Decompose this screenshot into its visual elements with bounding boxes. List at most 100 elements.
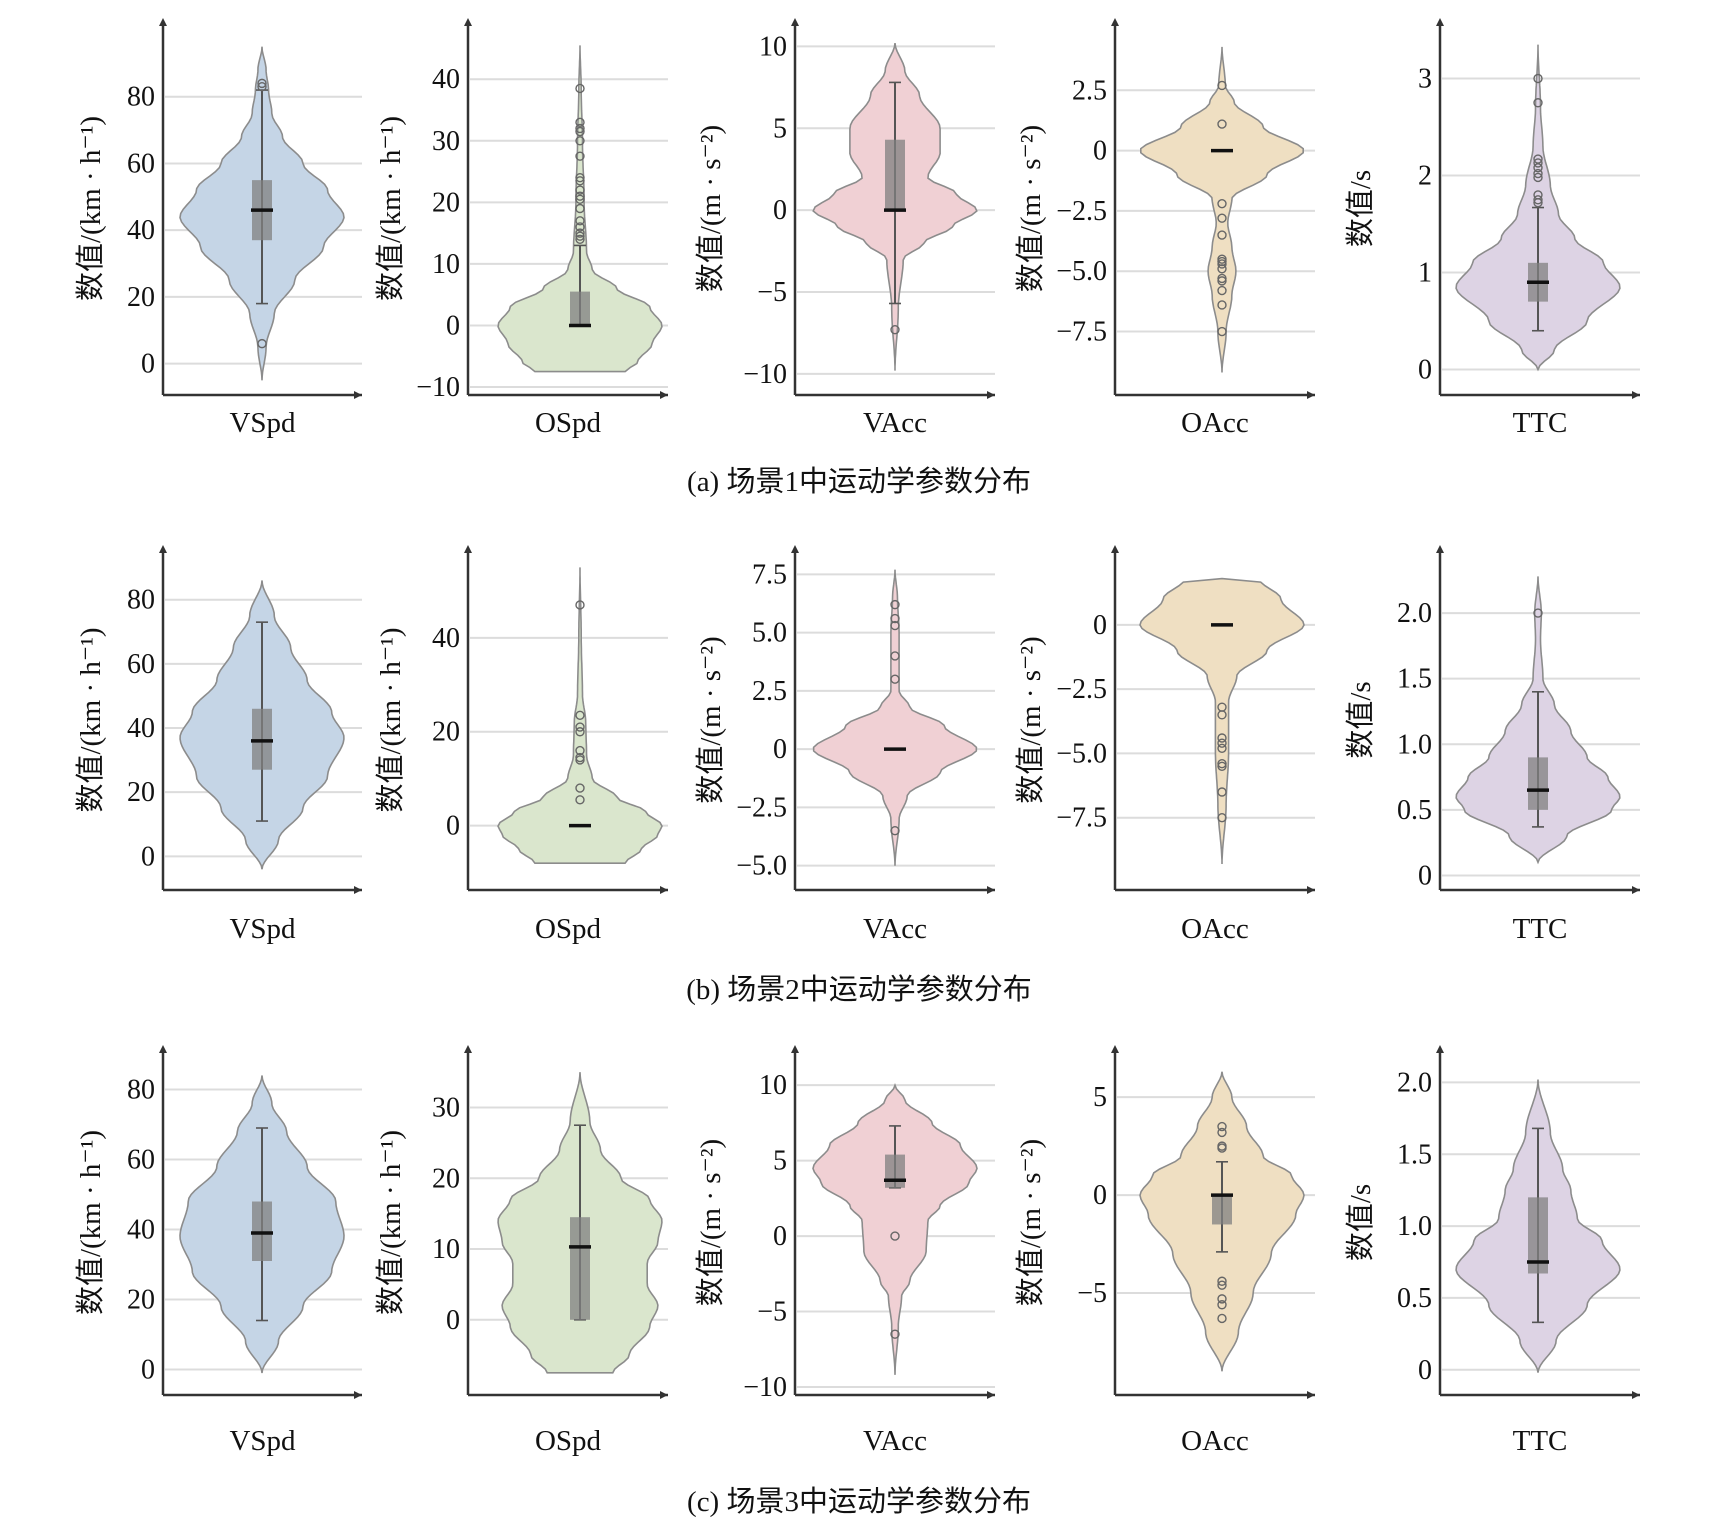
outlier-point — [575, 228, 585, 238]
y-axis-label: 数值/(m · s⁻²) — [1014, 636, 1047, 803]
y-tick-label: 0 — [446, 811, 460, 842]
x-axis-arrow-icon — [660, 886, 668, 894]
y-tick-label: 0 — [773, 195, 787, 226]
x-axis-label: TTC — [1513, 913, 1568, 945]
outlier-point — [575, 203, 585, 214]
y-tick-label: −5 — [757, 1297, 787, 1328]
outlier-point — [575, 136, 585, 146]
y-tick-label: 30 — [432, 1093, 460, 1124]
y-tick-label: 1.5 — [1397, 1139, 1432, 1170]
x-axis-arrow-icon — [987, 886, 995, 894]
y-tick-label: −5.0 — [1056, 738, 1107, 769]
y-axis-arrow-icon — [159, 18, 167, 26]
y-tick-label: 5 — [1093, 1082, 1107, 1113]
outlier-point — [1217, 710, 1227, 720]
x-axis-arrow-icon — [354, 391, 362, 399]
outlier-point — [1533, 73, 1543, 84]
iqr-box — [1528, 1197, 1548, 1274]
outlier-point — [890, 324, 900, 335]
outlier-point — [1217, 285, 1227, 296]
y-tick-label: 0 — [141, 349, 155, 380]
outlier-point — [575, 727, 585, 737]
outlier-point — [1533, 158, 1543, 168]
y-axis-arrow-icon — [464, 18, 472, 26]
x-axis-label: TTC — [1513, 1425, 1568, 1457]
x-axis-arrow-icon — [1307, 886, 1315, 894]
y-tick-label: 0 — [1418, 355, 1432, 386]
outlier-point — [1217, 738, 1227, 748]
y-tick-label: −5.0 — [1056, 256, 1107, 287]
outlier-point — [575, 222, 585, 232]
y-axis-label: 数值/(km · h⁻¹) — [74, 1130, 107, 1315]
violin-panel-a-ttc: 0 1 2 3 TTC 数值/s — [1344, 18, 1640, 439]
y-axis-label: 数值/(km · h⁻¹) — [374, 627, 407, 812]
x-axis-arrow-icon — [354, 1391, 362, 1399]
x-axis-label: OSpd — [535, 407, 602, 439]
x-axis-arrow-icon — [354, 886, 362, 894]
x-axis-label: VAcc — [863, 407, 927, 439]
y-tick-label: 2.0 — [1397, 1067, 1432, 1098]
outlier-point — [575, 231, 585, 241]
outlier-point — [257, 78, 267, 89]
violin-body — [812, 569, 978, 866]
outlier-point — [575, 83, 585, 94]
x-axis-label: VAcc — [863, 913, 927, 945]
outlier-point — [1533, 190, 1543, 200]
y-tick-label: −5 — [1077, 1278, 1107, 1309]
violin-panel-b-vacc: −5.0 −2.5 0 2.5 5.0 7.5 VAcc 数值/(m · s⁻²) — [694, 545, 995, 945]
x-axis-arrow-icon — [1632, 1391, 1640, 1399]
y-tick-label: −5 — [757, 277, 787, 308]
y-tick-label: 40 — [127, 215, 155, 246]
caption-scene-2: (b) 场景2中运动学参数分布 — [686, 974, 1032, 1006]
violin-panel-c-vacc: −10 −5 0 5 10 VAcc 数值/(m · s⁻²) — [694, 1045, 995, 1457]
y-tick-label: 40 — [127, 1215, 155, 1246]
y-tick-label: 10 — [432, 1234, 460, 1265]
outlier-point — [575, 783, 585, 793]
violin-panel-c-oacc: −5 0 5 OAcc 数值/(m · s⁻²) — [1014, 1045, 1315, 1457]
y-axis-label: 数值/(m · s⁻²) — [1014, 125, 1047, 292]
y-tick-label: 0 — [446, 310, 460, 341]
caption-scene-3: (c) 场景3中运动学参数分布 — [687, 1486, 1031, 1518]
outlier-point — [1217, 759, 1227, 769]
y-tick-label: 0 — [773, 734, 787, 765]
outlier-point — [1217, 264, 1227, 274]
outlier-point — [1533, 172, 1543, 183]
x-axis-label: OSpd — [535, 1425, 602, 1457]
y-tick-label: 1 — [1418, 258, 1432, 289]
y-axis-arrow-icon — [464, 545, 472, 553]
y-tick-label: 10 — [759, 1070, 787, 1101]
violin-panel-a-ospd: −10 0 10 20 30 40 OSpd 数值/(km · h⁻¹) — [374, 18, 668, 439]
iqr-box — [570, 1217, 590, 1320]
y-tick-label: 60 — [127, 649, 155, 680]
y-axis-label: 数值/(m · s⁻²) — [694, 1139, 727, 1306]
outlier-point — [890, 651, 900, 661]
y-tick-label: 20 — [127, 777, 155, 808]
y-tick-label: 0 — [141, 841, 155, 872]
y-tick-label: −10 — [743, 359, 787, 390]
y-tick-label: 20 — [127, 282, 155, 313]
iqr-box — [1528, 757, 1548, 810]
y-tick-label: 0 — [1418, 1355, 1432, 1386]
outlier-point — [1533, 163, 1543, 173]
y-tick-label: −7.5 — [1056, 317, 1107, 348]
outlier-point — [575, 176, 585, 186]
y-tick-label: 30 — [432, 126, 460, 157]
outlier-point — [890, 599, 900, 610]
outlier-point — [1217, 1127, 1227, 1138]
outlier-point — [1217, 119, 1227, 129]
y-axis-arrow-icon — [791, 1045, 799, 1053]
y-tick-label: 0.5 — [1397, 795, 1432, 826]
outlier-point — [1217, 1276, 1227, 1286]
x-axis-arrow-icon — [1632, 391, 1640, 399]
violin-panel-b-ttc: 0 0.5 1.0 1.5 2.0 TTC 数值/s — [1344, 545, 1640, 945]
x-axis-label: VSpd — [229, 407, 296, 439]
y-axis-arrow-icon — [791, 18, 799, 26]
y-tick-label: 3 — [1418, 64, 1432, 95]
y-tick-label: 0 — [773, 1221, 787, 1252]
x-axis-arrow-icon — [1307, 1391, 1315, 1399]
y-tick-label: 80 — [127, 1075, 155, 1106]
x-axis-label: VSpd — [229, 1425, 296, 1457]
y-tick-label: 80 — [127, 82, 155, 113]
violin-panel-b-oacc: −7.5 −5.0 −2.5 0 OAcc 数值/(m · s⁻²) — [1014, 545, 1315, 945]
y-tick-label: 1.5 — [1397, 664, 1432, 695]
